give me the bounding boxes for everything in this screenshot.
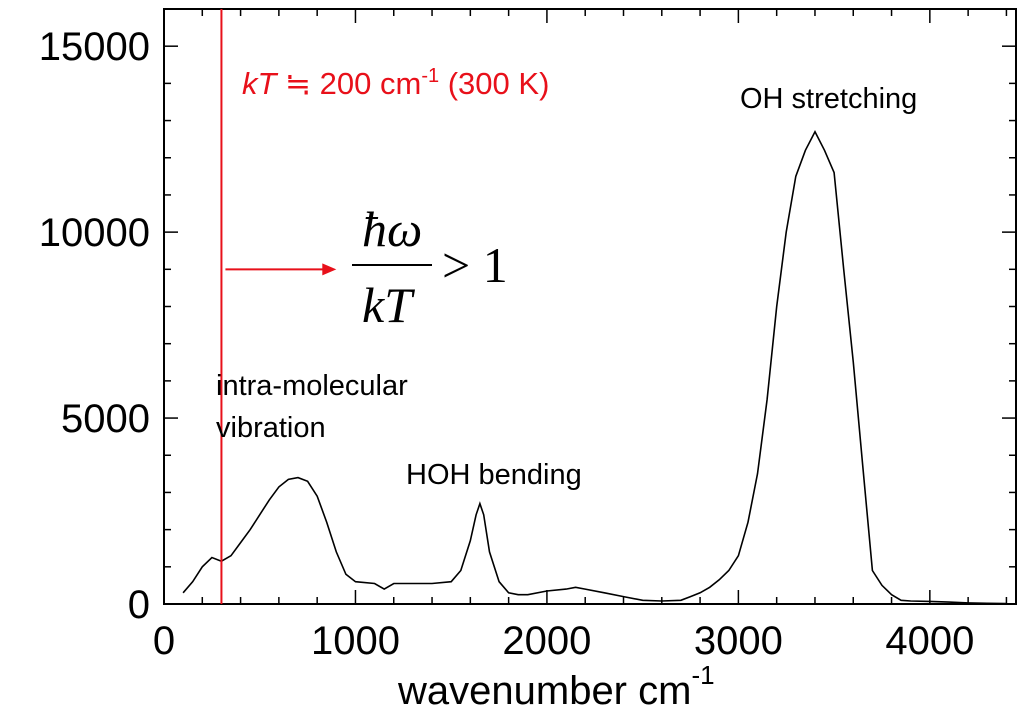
intra-molecular-label: intra-molecular — [216, 370, 408, 402]
vibration-label: vibration — [216, 412, 326, 444]
hoh-bending-label: HOH bending — [406, 459, 582, 491]
x-tick-labels: 0 1000 2000 3000 4000 — [153, 619, 974, 663]
kt-italic: kT — [242, 66, 279, 101]
y-tick-label: 5000 — [61, 397, 150, 441]
y-tick-labels: 0 5000 10000 15000 — [39, 25, 150, 627]
x-tick-label: 1000 — [311, 619, 400, 663]
formula-denominator: kT — [362, 277, 415, 333]
x-tick-label: 0 — [153, 619, 175, 663]
formula-numerator: ħω — [362, 201, 422, 257]
x-axis-title-text: wavenumber cm — [397, 669, 691, 713]
y-tick-label: 10000 — [39, 211, 150, 255]
spectrum-curve — [182, 129, 1007, 605]
kt-unit-sup: -1 — [421, 65, 439, 87]
kt-annotation: kT ≒ 200 cm-1 (300 K) — [242, 65, 549, 101]
threshold-arrow-head — [322, 263, 337, 276]
x-axis-title: wavenumber cm-1 — [397, 660, 715, 713]
x-axis-title-sup: -1 — [691, 660, 714, 690]
kt-value: ≒ 200 cm — [276, 66, 421, 101]
y-tick-label: 15000 — [39, 25, 150, 69]
x-tick-label: 3000 — [694, 619, 783, 663]
oh-stretching-label: OH stretching — [740, 83, 917, 115]
y-tick-label: 0 — [128, 583, 150, 627]
formula-rhs: > 1 — [442, 237, 508, 293]
axis-ticks — [163, 9, 1016, 605]
kt-temperature: (300 K) — [439, 66, 549, 101]
x-tick-label: 4000 — [885, 619, 974, 663]
x-tick-label: 2000 — [502, 619, 591, 663]
